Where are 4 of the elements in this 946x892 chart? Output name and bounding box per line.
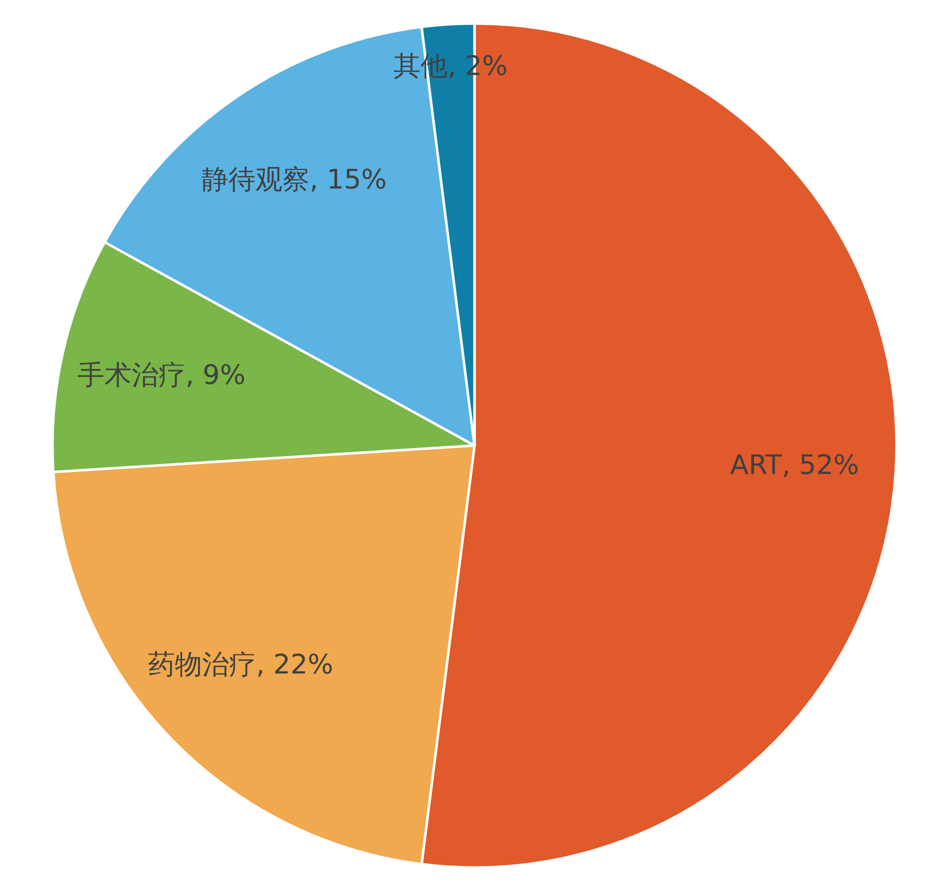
slice-label: 手术治疗, 9%	[78, 360, 246, 392]
slice-label: 药物治疗, 22%	[148, 650, 334, 681]
slice-label: ART, 52%	[730, 450, 860, 482]
slice-label: 静待观察, 15%	[202, 164, 387, 196]
